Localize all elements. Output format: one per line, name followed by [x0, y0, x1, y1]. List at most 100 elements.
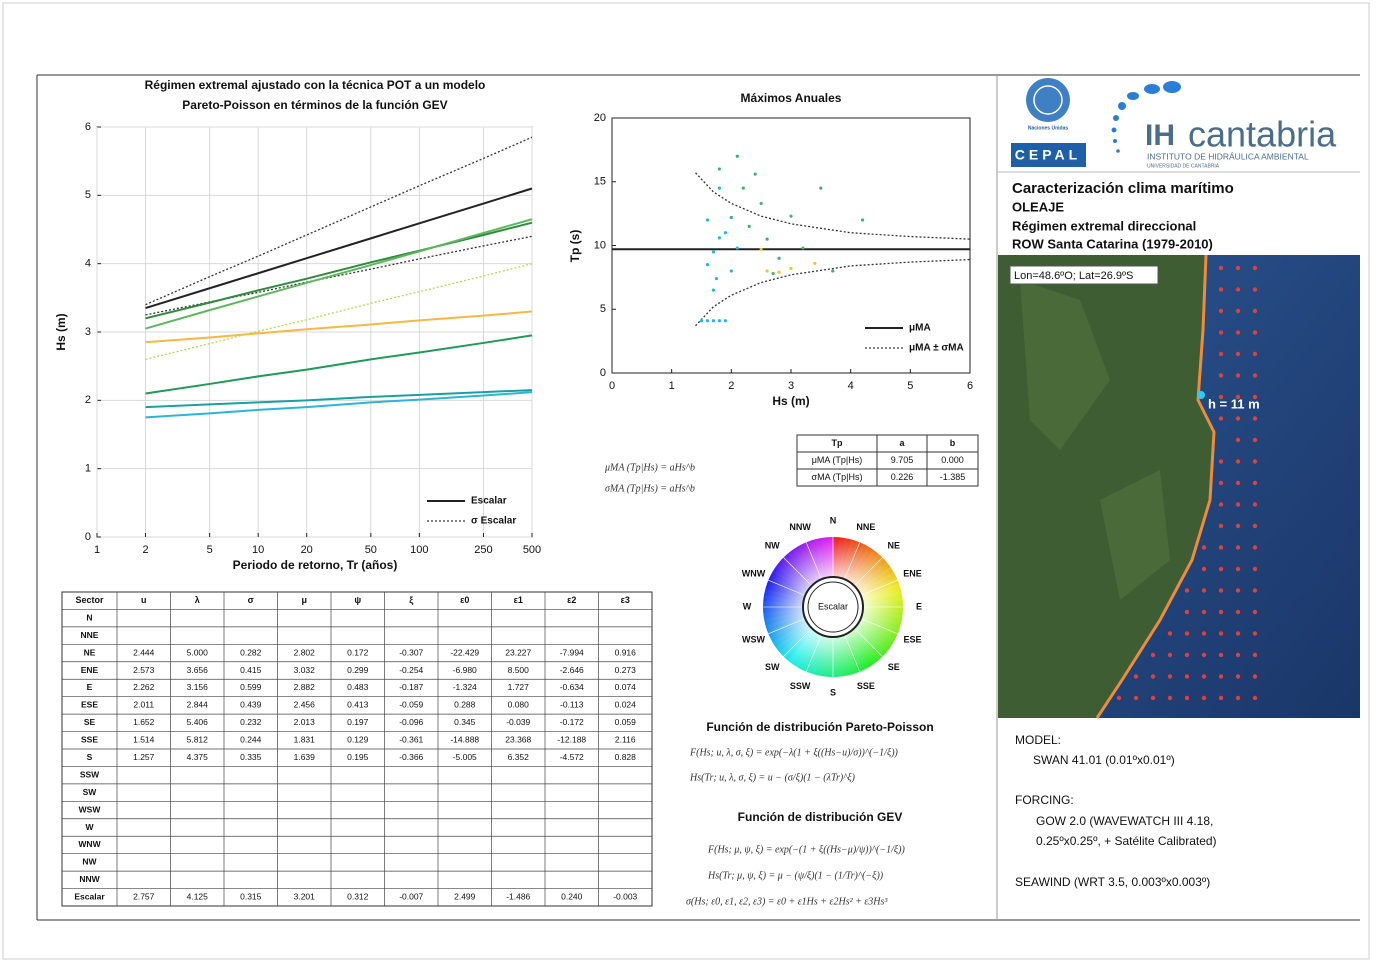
grid-point	[1201, 652, 1207, 658]
grid-point	[1235, 394, 1241, 400]
grid-point	[1218, 695, 1224, 701]
grid-point	[1184, 631, 1190, 636]
coastline	[1095, 254, 1216, 719]
table-cell: 0.080	[508, 700, 530, 710]
table-cell: 2.757	[133, 892, 155, 902]
x-tick-label: 20	[301, 544, 313, 556]
direction-label: ENE	[903, 568, 922, 578]
table-cell: 2.499	[454, 892, 476, 902]
point	[765, 237, 769, 241]
table-header: Sector	[75, 595, 104, 605]
grid-point	[1235, 609, 1241, 615]
point	[741, 186, 745, 190]
grid-point	[1252, 373, 1258, 378]
wheel-spoke	[860, 579, 898, 596]
panel-subtitle: Régimen extremal direccional	[1012, 218, 1196, 233]
wheel-spoke	[805, 542, 822, 580]
table-cell: SSW	[80, 769, 100, 779]
y-axis-label: Hs (m)	[54, 313, 68, 350]
table-cell: 6.352	[508, 752, 530, 762]
table-cell: -1.324	[453, 682, 477, 692]
table-header: σ	[248, 595, 254, 605]
grid-point	[1252, 566, 1258, 572]
point	[729, 269, 733, 273]
point	[831, 269, 835, 273]
formula: σMA (Tp|Hs) = aHs^b	[605, 483, 695, 494]
x-tick-label: 1	[94, 544, 100, 556]
direction-label: WNW	[742, 568, 766, 578]
point-marker	[1197, 391, 1205, 399]
table-border	[796, 434, 979, 487]
ih-drops	[1111, 81, 1181, 153]
line	[145, 136, 533, 306]
table-cell: 0.415	[240, 665, 262, 675]
grid-point	[1235, 351, 1241, 357]
table-header: ε1	[514, 595, 523, 605]
grid-point	[1235, 545, 1241, 550]
chart-title: Pareto-Poisson en términos de la función…	[182, 98, 447, 112]
grid-point	[1252, 545, 1258, 550]
point	[861, 218, 865, 222]
line	[145, 389, 533, 409]
table-cell: 4.125	[187, 892, 209, 902]
point	[771, 271, 775, 276]
table-cell: -6.980	[453, 665, 477, 675]
legend-label: μMA ± σMA	[909, 343, 964, 354]
grid-point	[1252, 330, 1258, 335]
direction-label: NW	[765, 541, 780, 551]
panel-subtitle: OLEAJE	[1012, 199, 1064, 214]
grid-point	[1218, 523, 1224, 529]
point	[747, 224, 751, 228]
grid-point	[1218, 373, 1224, 378]
grid-point	[1218, 631, 1224, 636]
y-tick-label: 15	[594, 176, 606, 188]
x-tick-label: 6	[967, 380, 973, 392]
grid-point	[1235, 652, 1241, 658]
point	[813, 261, 817, 265]
wheel-spoke	[768, 579, 806, 596]
y-tick-label: 0	[85, 531, 91, 543]
point	[699, 319, 704, 323]
grid-point	[1235, 588, 1241, 593]
y-tick-label: 20	[594, 112, 606, 124]
table-cell: 2.116	[615, 735, 636, 745]
coords-box	[1009, 265, 1159, 285]
point	[753, 172, 757, 176]
grid-point	[1252, 588, 1258, 593]
direction-label: SSE	[857, 681, 875, 691]
grid-point	[1218, 459, 1224, 464]
line	[145, 310, 533, 344]
grid-point	[1184, 609, 1190, 615]
wheel-center-label: Escalar	[818, 601, 848, 611]
wheel-spoke	[854, 628, 883, 657]
grid-point	[1201, 695, 1207, 701]
grid-point	[1252, 609, 1258, 615]
direction-label: WSW	[742, 634, 765, 644]
direction-label: NE	[888, 541, 901, 551]
table-header: u	[141, 595, 147, 605]
table-cell: 2.456	[294, 700, 316, 710]
line	[145, 334, 533, 395]
table-cell: 1.639	[294, 752, 316, 762]
grid-point	[1201, 674, 1207, 679]
table-cell: -7.994	[560, 647, 584, 657]
grid-point	[1252, 308, 1258, 314]
table-cell: NNW	[79, 874, 100, 884]
table-cell: -0.307	[399, 647, 423, 657]
point	[819, 186, 823, 190]
table-cell: -1.385	[940, 472, 966, 482]
table-cell: -12.188	[557, 735, 586, 745]
grid-point	[1201, 545, 1207, 550]
point	[717, 167, 722, 171]
grid-point	[1218, 652, 1224, 658]
point	[777, 256, 781, 260]
table-cell: 0.074	[615, 682, 637, 692]
un-logo-ring	[1033, 85, 1063, 115]
grid-point	[1167, 674, 1173, 679]
table-cell: 0.024	[615, 700, 637, 710]
legend-label: σ Escalar	[471, 516, 516, 527]
legend-label: μMA	[909, 323, 931, 334]
grid-point	[1218, 351, 1224, 357]
table-cell: -0.113	[560, 700, 584, 710]
table-cell: 8.500	[508, 665, 530, 675]
